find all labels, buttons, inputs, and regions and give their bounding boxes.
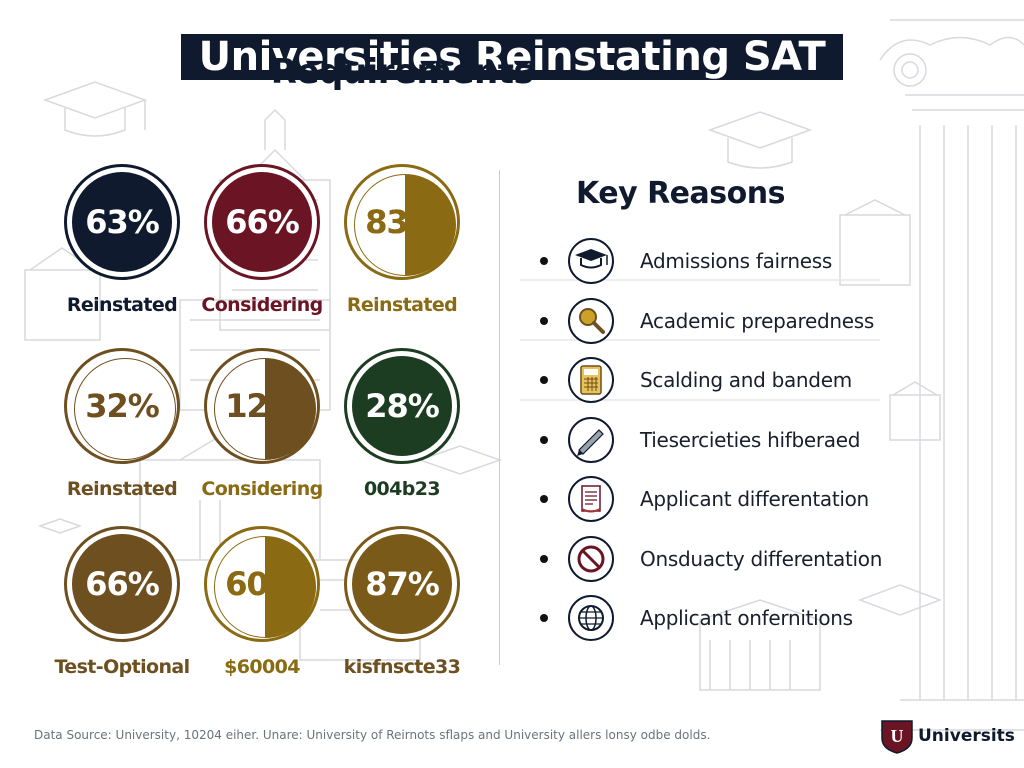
page-title: Universities Reinstating SAT [180,34,844,80]
stat-card: 66% Considering [192,164,332,316]
stat-value: 66% [85,565,160,603]
stat-label: Considering [201,294,323,316]
globe-icon [568,595,614,641]
stat-card: 28% 004b23 [332,348,472,500]
ring-fill [72,534,172,634]
percentage-ring: 12% [204,348,320,464]
brand-name: Universits [918,726,1015,746]
bullet-icon [540,376,548,384]
ring-fill [352,534,452,634]
reason-text: Onsduacty differentation [640,546,883,571]
stat-label: Reinstated [346,294,458,316]
prohibited-icon [568,535,614,582]
stat-card: 12% Considering [192,348,332,500]
stat-value: 32% [85,387,160,425]
percentage-ring: 28% [344,348,460,464]
bullet-icon [540,435,548,444]
bullet-icon [540,495,548,503]
reason-text: Applicant differentation [640,487,869,511]
stat-label: $60004 [224,656,300,678]
stat-label: Considering [201,478,323,500]
reason-item: Tiesercieties hifberaed [540,416,860,464]
ring-fill [72,172,172,272]
section-divider [499,170,500,665]
shield-logo-icon: U [881,720,913,754]
document-icon [568,476,614,522]
percentage-ring: 32% [64,348,180,464]
reasons-heading: Key Reasons [576,176,785,211]
calculator-icon [568,357,614,403]
stat-label: Test-Optional [54,656,190,678]
reason-text: Admissions fairness [640,249,832,273]
stat-value: 66% [225,203,300,241]
bullet-icon [540,554,548,563]
stat-card: 32% Reinstated [52,348,192,500]
reason-item: Admissions fairness [540,237,832,285]
stat-value: 83% [365,203,440,241]
stat-card: 60% $60004 [192,526,332,678]
ring-fill [212,172,312,272]
reason-text: Academic preparedness [640,308,875,333]
stat-card: 87% kisfnscte33 [332,526,472,678]
svg-text:U: U [891,726,904,746]
stat-card: 83% Reinstated [332,164,472,316]
ring-fill [74,358,176,460]
reason-item: Applicant differentation [540,475,869,523]
stat-card: 66% Test-Optional [52,526,192,678]
percentage-ring: 60% [204,526,320,642]
stat-value: 28% [365,387,440,425]
stat-value: 12% [225,387,300,425]
stat-label: 004b23 [363,478,441,500]
reason-item: Onsduacty differentation [540,535,882,583]
percentage-ring: 66% [204,164,320,280]
stat-label: kisfnscte33 [343,656,461,678]
bullet-icon [540,614,548,622]
ring-fill [352,356,452,456]
reason-item: Applicant onfernitions [540,594,853,642]
stat-value: 60% [225,565,300,603]
reason-text: Scalding and bandem [640,368,852,392]
stat-value: 87% [365,565,440,603]
stat-card: 63% Reinstated [52,164,192,316]
stat-label: Reinstated [66,478,178,500]
bullet-icon [540,257,548,265]
pen-icon [568,416,614,463]
ring-fill [214,536,316,638]
percentage-ring: 66% [64,526,180,642]
graduation-cap-icon [568,238,614,284]
page-subtitle: Requirements [270,52,534,92]
reason-item: Academic preparedness [540,297,874,345]
magnifier-icon [568,297,614,344]
percentage-ring: 83% [344,164,460,280]
reason-item: Scalding and bandem [540,356,852,404]
reason-text: Tiesercieties hifberaed [640,427,861,452]
title-block: Universities Reinstating SAT [0,34,1024,80]
reason-text: Applicant onfernitions [640,606,853,630]
stat-label: Reinstated [66,294,178,316]
stat-value: 63% [85,203,160,241]
ring-fill [214,358,316,460]
data-source-note: Data Source: University, 10204 eiher. Un… [34,728,711,742]
percentage-ring: 87% [344,526,460,642]
brand-logo: U Universits [880,718,1015,754]
percentage-ring: 63% [64,164,180,280]
bullet-icon [540,316,548,325]
ring-fill [354,174,456,276]
